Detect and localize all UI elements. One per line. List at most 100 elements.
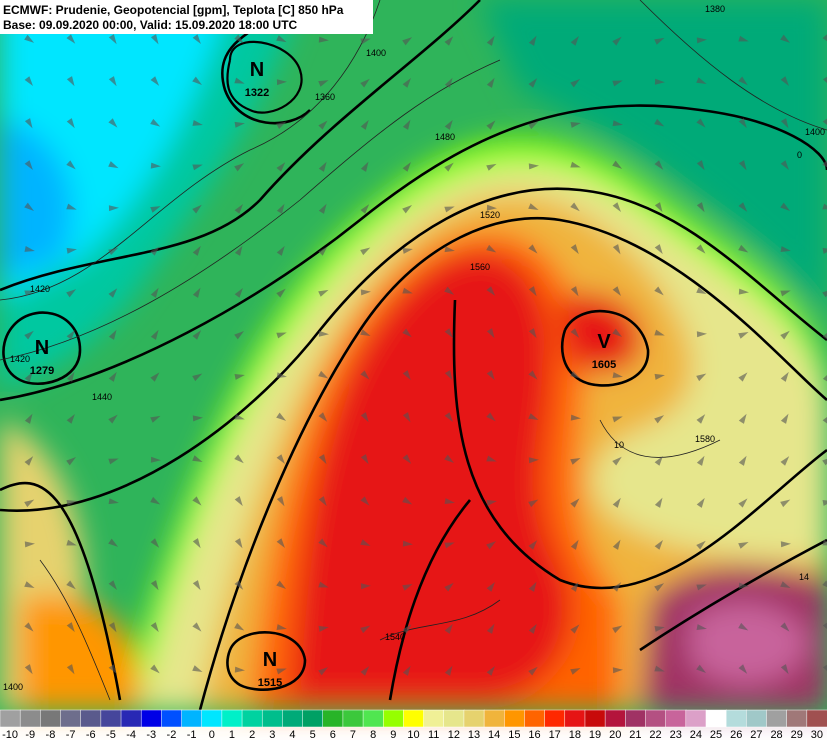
wind-arrow xyxy=(486,204,497,211)
wind-arrow xyxy=(528,413,539,421)
wind-arrow xyxy=(318,36,329,43)
colorbar-label: 18 xyxy=(569,729,581,740)
wind-arrow xyxy=(738,332,749,339)
wind-arrow xyxy=(738,288,749,295)
wind-arrow xyxy=(654,286,664,296)
contour-label: 14 xyxy=(799,572,809,582)
wind-arrow xyxy=(696,540,706,550)
wind-arrow xyxy=(654,373,665,380)
wind-arrow xyxy=(612,80,623,87)
center-value: 1605 xyxy=(592,359,616,371)
colorbar-label: -10 xyxy=(2,729,18,740)
wind-arrow xyxy=(570,122,581,128)
wind-arrow xyxy=(738,541,749,549)
wind-arrow xyxy=(360,204,370,214)
wind-arrow xyxy=(822,539,827,546)
wind-arrow xyxy=(738,372,748,382)
colorbar-label: 23 xyxy=(670,729,682,740)
wind-arrow xyxy=(570,667,581,675)
wind-arrow xyxy=(570,161,581,168)
wind-arrow xyxy=(486,455,497,462)
colorbar-swatch xyxy=(60,709,82,728)
contour-label: 1380 xyxy=(705,4,725,14)
wind-arrow xyxy=(192,373,203,382)
wind-arrow xyxy=(654,244,663,255)
wind-arrow xyxy=(738,498,748,508)
wind-arrow xyxy=(780,160,789,171)
wind-arrow xyxy=(276,538,285,549)
wind-arrow xyxy=(654,118,665,127)
wind-arrow xyxy=(486,370,495,381)
wind-arrow xyxy=(108,538,119,547)
wind-arrow xyxy=(654,329,665,336)
colorbar-label: 8 xyxy=(370,729,376,740)
wind-arrow xyxy=(738,582,749,589)
colorbar-label: 22 xyxy=(649,729,661,740)
colorbar-label: 29 xyxy=(791,729,803,740)
wind-arrow xyxy=(234,496,243,507)
wind-arrow xyxy=(66,330,76,340)
wind-arrow xyxy=(612,36,622,46)
wind-arrows xyxy=(24,34,827,676)
wind-arrow xyxy=(402,540,413,547)
wind-arrow xyxy=(402,624,412,634)
wind-arrow xyxy=(192,287,201,298)
wind-arrow xyxy=(780,290,791,297)
wind-arrow xyxy=(654,539,663,550)
wind-arrow xyxy=(276,245,285,256)
colorbar-swatch xyxy=(140,709,163,728)
wind-arrow xyxy=(402,496,413,505)
wind-arrow xyxy=(612,625,623,634)
wind-arrow xyxy=(24,664,33,675)
colorbar-swatch xyxy=(120,709,142,728)
wind-arrow xyxy=(234,77,245,84)
wind-arrow xyxy=(486,665,495,676)
wind-arrow xyxy=(318,412,328,422)
contour-label: 1560 xyxy=(470,262,490,272)
wind-arrow xyxy=(192,245,201,256)
colorbar-swatch xyxy=(100,709,122,728)
wind-arrow xyxy=(318,203,327,214)
wind-arrow xyxy=(276,454,285,465)
wind-arrow xyxy=(402,370,411,381)
wind-arrow xyxy=(528,540,538,550)
contour-label: 1540 xyxy=(385,632,405,642)
wind-arrow xyxy=(444,454,455,463)
wind-arrow xyxy=(444,328,453,339)
wind-arrow xyxy=(444,412,453,423)
wind-arrow xyxy=(612,497,621,508)
wind-arrow xyxy=(654,202,663,213)
wind-arrow xyxy=(402,665,411,676)
thin-isotherms xyxy=(0,0,827,701)
wind-arrow xyxy=(234,538,243,549)
colorbar-label: -8 xyxy=(46,729,56,740)
colorbar-swatch xyxy=(161,709,183,728)
wind-arrow xyxy=(360,666,370,676)
colorbar-swatch xyxy=(443,709,465,728)
wind-arrow xyxy=(780,499,791,508)
colorbar-label: 17 xyxy=(549,729,561,740)
wind-arrow xyxy=(108,247,119,256)
wind-arrow xyxy=(486,328,495,339)
wind-arrow xyxy=(234,163,245,172)
colorbar-swatch xyxy=(524,709,546,728)
center-value: 1322 xyxy=(245,87,269,99)
wind-arrow xyxy=(402,119,411,130)
wind-arrow xyxy=(612,286,621,297)
wind-arrow xyxy=(192,496,202,506)
wind-arrow xyxy=(402,37,413,46)
wind-arrow xyxy=(234,580,244,590)
wind-arrow xyxy=(570,79,581,88)
wind-arrow xyxy=(570,581,579,592)
wind-arrow xyxy=(276,79,287,86)
wind-arrow xyxy=(192,76,202,86)
wind-arrow xyxy=(192,622,202,632)
wind-arrow xyxy=(738,35,749,42)
wind-arrow xyxy=(108,498,119,505)
wind-arrow xyxy=(612,244,621,255)
wind-arrow xyxy=(108,329,117,340)
colorbar-swatch xyxy=(40,709,62,728)
wind-arrow xyxy=(444,370,453,381)
wind-arrow xyxy=(192,34,201,45)
